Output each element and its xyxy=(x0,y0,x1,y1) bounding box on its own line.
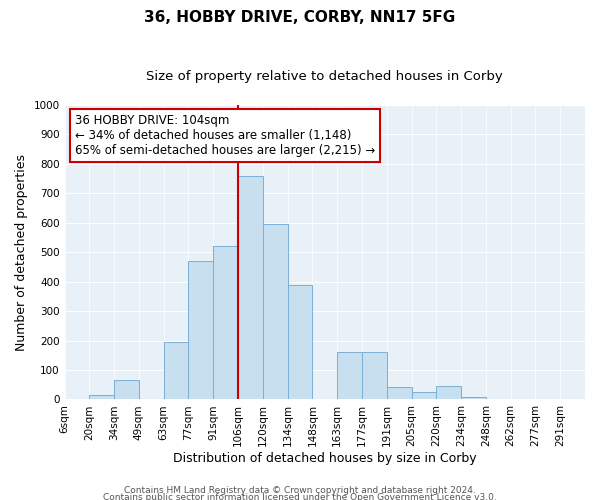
X-axis label: Distribution of detached houses by size in Corby: Distribution of detached houses by size … xyxy=(173,452,476,465)
Bar xyxy=(461,396,486,400)
Text: Contains public sector information licensed under the Open Government Licence v3: Contains public sector information licen… xyxy=(103,494,497,500)
Text: 36 HOBBY DRIVE: 104sqm
← 34% of detached houses are smaller (1,148)
65% of semi-: 36 HOBBY DRIVE: 104sqm ← 34% of detached… xyxy=(75,114,375,157)
Text: Contains HM Land Registry data © Crown copyright and database right 2024.: Contains HM Land Registry data © Crown c… xyxy=(124,486,476,495)
Bar xyxy=(362,352,387,400)
Y-axis label: Number of detached properties: Number of detached properties xyxy=(15,154,28,350)
Title: Size of property relative to detached houses in Corby: Size of property relative to detached ho… xyxy=(146,70,503,83)
Bar xyxy=(114,380,139,400)
Bar xyxy=(263,224,287,400)
Bar xyxy=(412,392,436,400)
Bar xyxy=(89,395,114,400)
Bar xyxy=(164,342,188,400)
Bar xyxy=(213,246,238,400)
Bar xyxy=(387,387,412,400)
Bar xyxy=(238,176,263,400)
Bar xyxy=(188,261,213,400)
Bar xyxy=(337,352,362,400)
Text: 36, HOBBY DRIVE, CORBY, NN17 5FG: 36, HOBBY DRIVE, CORBY, NN17 5FG xyxy=(145,10,455,25)
Bar xyxy=(436,386,461,400)
Bar xyxy=(287,284,313,400)
